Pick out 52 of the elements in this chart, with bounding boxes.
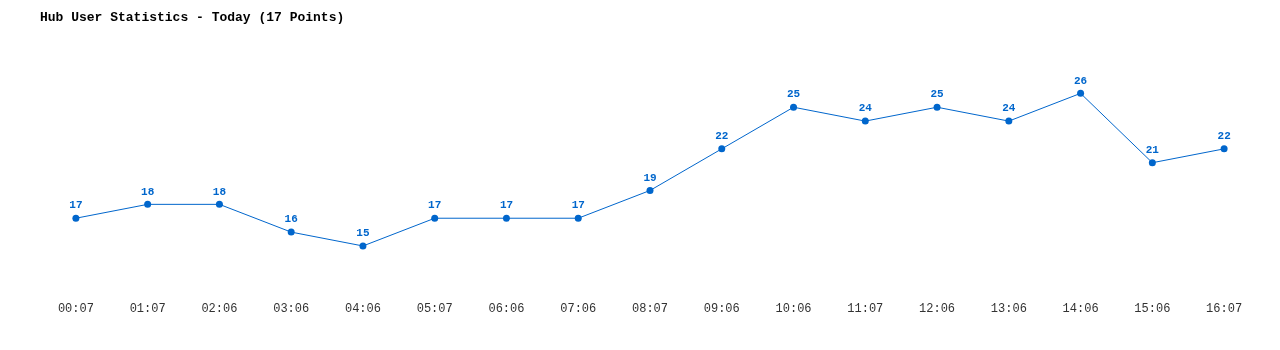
x-tick-label: 13:06 [990,301,1027,316]
point [861,117,869,125]
x-tick-label: 05:07 [416,301,453,316]
point [72,214,80,222]
point [287,228,295,236]
data-label: 24 [1002,102,1016,115]
x-tick-label: 16:07 [1206,301,1243,316]
x-tick-label: 09:06 [703,301,740,316]
data-label: 19 [643,171,657,184]
data-label: 22 [1217,130,1231,143]
data-label: 25 [786,88,801,101]
point [215,200,223,208]
data-label: 17 [499,199,514,212]
data-label: 21 [1145,143,1160,156]
point [1220,145,1228,153]
data-label: 17 [571,199,585,212]
point [144,200,152,208]
data-label: 16 [284,213,298,226]
x-tick-label: 03:06 [273,301,310,316]
data-label: 18 [141,185,155,198]
x-tick-label: 07:06 [560,301,597,316]
data-label: 17 [69,199,83,212]
point [933,103,941,111]
x-tick-label: 00:07 [57,301,94,316]
x-tick-label: 02:06 [201,301,238,316]
x-tick-label: 12:06 [919,301,956,316]
x-tick-label: 01:07 [129,301,166,316]
x-tick-label: 11:07 [847,301,884,316]
data-label: 17 [428,199,442,212]
chart-title: Hub User Statistics - Today (17 Points) [40,10,345,26]
point [431,214,439,222]
point [1077,89,1085,97]
data-label: 24 [858,102,873,115]
point [1148,159,1156,167]
x-tick-label: 04:06 [344,301,381,316]
x-tick-label: 10:06 [775,301,812,316]
data-label: 25 [930,88,945,101]
x-tick-label: 08:07 [631,301,669,316]
data-label: 18 [212,185,227,198]
point [574,214,582,222]
data-label: 15 [356,227,370,240]
x-tick-label: 06:06 [488,301,525,316]
x-tick-label: 14:06 [1062,301,1099,316]
point [1005,117,1013,125]
data-label: 22 [715,130,729,143]
point [359,242,367,250]
x-tick-label: 15:06 [1134,301,1171,316]
point [502,214,510,222]
point [718,145,726,153]
point [646,186,654,194]
data-label: 26 [1073,74,1088,87]
point [790,103,798,111]
